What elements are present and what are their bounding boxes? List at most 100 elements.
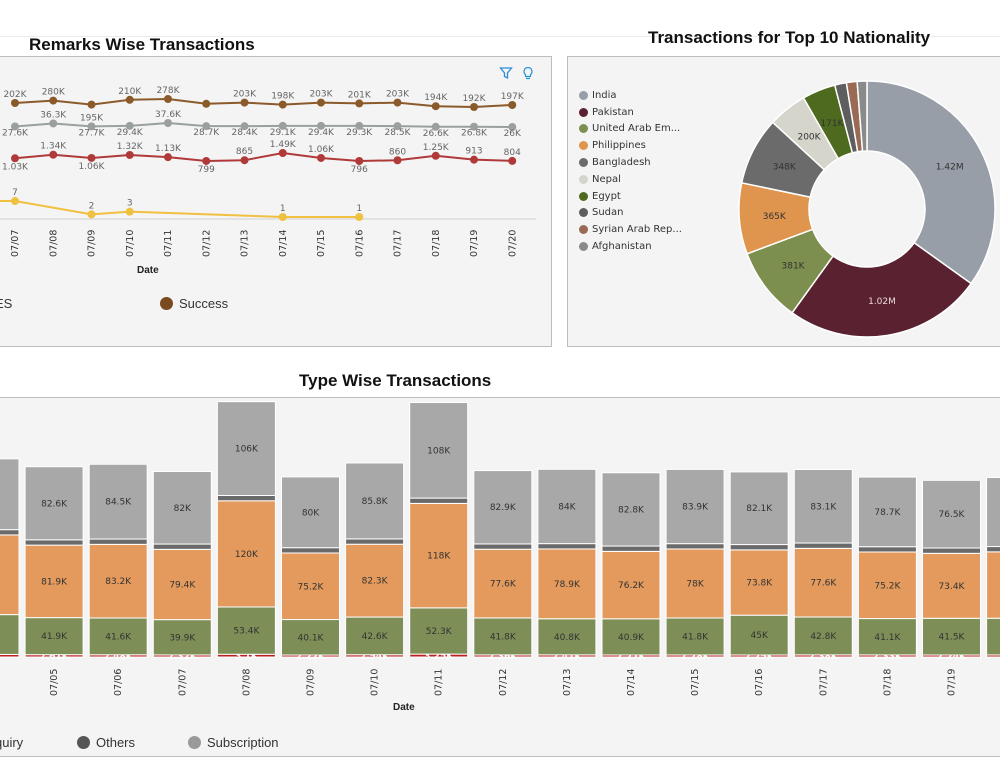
remarks-chart-panel: 07/07 07/08 07/09 07/10 07/11 07/12 07/13 07/14… [0,56,552,347]
success-series-point [87,100,96,109]
success-series-point [355,99,364,108]
red-series-point [508,156,517,165]
success-series-point [431,102,440,111]
yellow-series-point [87,210,96,219]
type-bar-segment [473,470,533,545]
type-bar-label: 78.7K [874,508,901,518]
remarks-legend-item-success[interactable]: Success [160,296,228,311]
donut-slice-label: 365K [763,212,787,222]
grey-series-point [317,121,325,130]
type-bar-segment [986,477,1000,548]
remarks-legend-item-es[interactable]: ES [0,296,12,311]
grey-series-point [431,122,440,131]
remarks-x-tick-label: 07/15 [316,230,327,257]
red-series-point [49,150,58,159]
type-bar-segment [0,534,20,616]
success-series-point [49,96,58,105]
nationality-legend-dot [579,208,588,218]
type-bar-segment [152,543,212,550]
type-bar-segment [922,547,981,554]
nationality-chart-title: Transactions for Top 10 Nationality [648,28,931,47]
type-bar-segment [986,546,1000,553]
type-bar-segment [857,618,917,656]
type-bar-segment [601,618,661,656]
filter-icon[interactable] [499,66,513,80]
grey-series-point [11,122,19,131]
nationality-legend-label: Nepal [592,173,621,185]
success-series-point [11,99,19,107]
type-bar-segment [345,538,405,545]
type-bar-label: 41.5K [939,633,966,643]
red-series-point [164,153,172,162]
type-bar-label: 78.9K [554,580,581,590]
type-legend-item-subscription[interactable]: Subscription [188,735,279,750]
red-data-label: 865 [236,147,253,157]
nationality-legend-item[interactable]: Syrian Arab Rep... [579,221,682,238]
type-bar-segment [152,470,212,545]
nationality-legend-item[interactable]: Afghanistan [579,238,682,255]
type-legend-item-enquiry[interactable]: quiry [0,735,23,750]
nationality-legend-item[interactable]: Egypt [579,188,682,205]
type-bar-segment [281,476,340,549]
success-series-point [278,100,287,109]
grey-series-point [470,122,478,131]
success-data-label: 210K [118,87,142,97]
type-bar-label: 42.6K [362,632,389,642]
red-data-label: 804 [504,148,521,158]
type-bar-label: 2.38K [809,652,839,662]
lightbulb-icon[interactable] [521,66,535,80]
type-bar-label: 106K [235,445,259,455]
type-bar-segment [88,538,148,545]
type-x-tick-label: 07/15 [690,669,701,696]
nationality-legend-item[interactable]: Sudan [579,205,682,222]
donut-slice [791,241,973,338]
success-data-label: 201K [348,90,372,100]
success-data-label: 198K [271,92,295,102]
red-data-label: 1.32K [117,142,144,152]
nationality-legend-label: Sudan [592,207,624,219]
remarks-x-tick-label: 07/11 [163,230,174,257]
red-series-point [125,150,134,159]
red-data-label: 1.03K [2,162,29,172]
type-bar-segment [601,472,661,547]
type-bar-segment [537,548,597,620]
type-bar-segment [665,548,725,619]
grey-series-point [278,121,287,130]
type-x-tick-label: 07/12 [498,669,509,696]
type-bar-segment [216,494,276,502]
type-bar-segment [88,463,148,540]
nationality-legend: India Pakistan United Arab Em... Philippine… [579,87,682,255]
success-data-label: 278K [156,86,180,96]
type-bar-label: 78K [686,579,704,589]
remarks-chart-title: Remarks Wise Transactions [29,35,255,54]
type-bar-segment [281,547,340,554]
type-bar-segment [24,466,84,541]
type-bar-segment [24,617,84,656]
type-legend-item-others[interactable]: Others [77,735,135,750]
red-data-label: 1.49K [270,140,297,150]
grey-series-point [164,119,172,127]
nationality-legend-item[interactable]: Bangladesh [579,154,682,171]
type-bar-label: 40.8K [554,633,581,643]
type-bar-segment [665,468,725,545]
type-bar-segment [24,539,84,546]
type-bar-segment [0,614,20,655]
donut-slice-label: 171K [820,119,844,129]
nationality-legend-item[interactable]: Philippines [579,137,682,154]
type-bar-segment [857,551,917,620]
success-series-point [508,101,517,109]
nationality-legend-item[interactable]: United Arab Em... [579,121,682,138]
red-series-line [14,151,513,163]
red-series-point [11,154,19,163]
type-bar-label: 85.8K [362,497,389,507]
red-series-point [240,156,249,165]
grey-series-line [14,121,513,128]
type-bar-label: 82.3K [362,577,389,587]
nationality-legend-item[interactable]: Pakistan [579,104,682,121]
nationality-legend-item[interactable]: India [579,87,682,104]
type-bar-label: 2.61K [40,652,70,662]
type-bar-segment [537,468,597,545]
nationality-legend-item[interactable]: Nepal [579,171,682,188]
grey-series-point [355,121,364,130]
red-data-label: 860 [389,147,406,157]
